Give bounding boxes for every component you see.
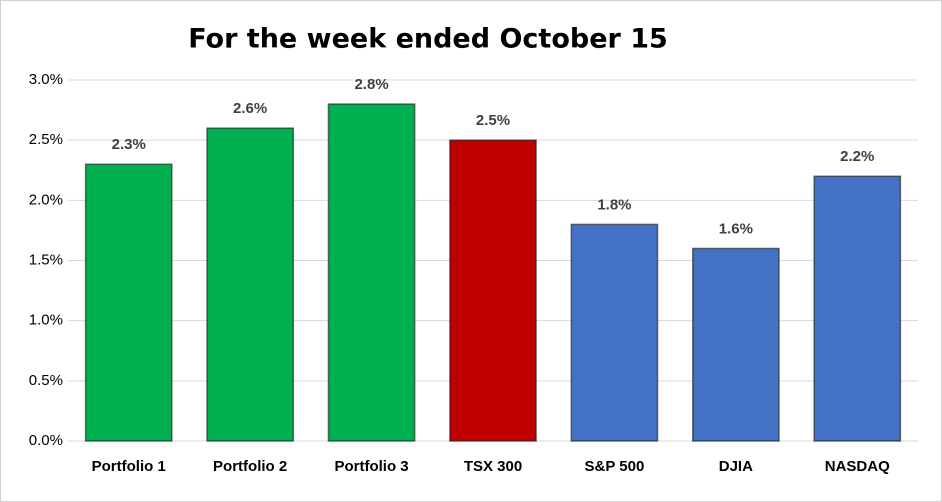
x-tick-label: Portfolio 1 (92, 458, 166, 475)
value-label: 1.8% (597, 196, 631, 213)
bar (327, 103, 416, 442)
bar (570, 223, 659, 442)
x-tick-label: Portfolio 3 (334, 458, 408, 475)
bar (84, 163, 173, 442)
bar (692, 247, 780, 442)
value-label: 1.6% (719, 220, 753, 237)
x-tick-label: DJIA (719, 458, 753, 475)
y-tick-label: 1.0% (29, 312, 63, 329)
x-tick-label: Portfolio 2 (213, 458, 287, 475)
bar (206, 127, 295, 442)
x-tick-label: NASDAQ (825, 458, 890, 475)
bar (449, 139, 537, 442)
y-tick-label: 2.5% (29, 131, 63, 148)
chart-title: For the week ended October 15 (188, 24, 668, 55)
value-label: 2.6% (233, 100, 267, 117)
value-label: 2.3% (112, 136, 146, 153)
x-tick-label: TSX 300 (464, 458, 522, 475)
y-tick-label: 0.5% (29, 372, 63, 389)
bar (813, 175, 902, 442)
value-label: 2.5% (476, 112, 510, 129)
y-tick-label: 3.0% (29, 71, 63, 88)
value-label: 2.8% (354, 76, 388, 93)
y-tick-label: 0.0% (29, 432, 63, 449)
y-tick-label: 2.0% (29, 191, 63, 208)
value-label: 2.2% (840, 148, 874, 165)
y-tick-label: 1.5% (29, 251, 63, 268)
x-tick-label: S&P 500 (585, 458, 645, 475)
